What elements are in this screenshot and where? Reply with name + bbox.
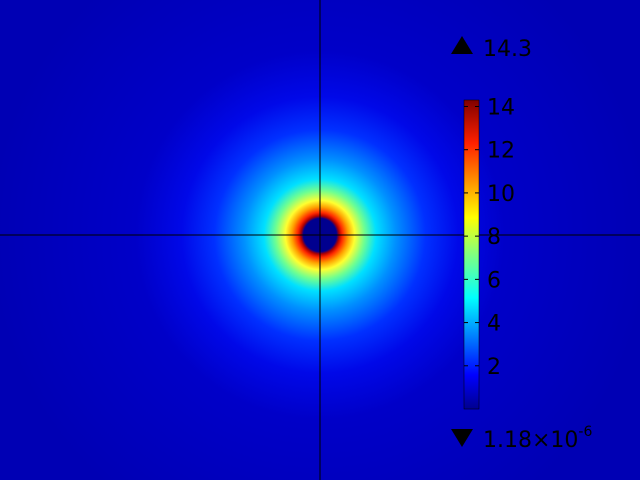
colorbar-tick-label: 8 [487,225,501,250]
colorbar: 2 4 6 8 10 12 14 14.3 1.18×10-6 [451,36,592,453]
min-triangle-icon [451,429,473,447]
colorbar-tick-label: 14 [487,95,515,120]
colorbar-tick-label: 4 [487,312,501,337]
colorbar-tick-label: 10 [487,182,515,207]
colorbar-min-label: 1.18×10-6 [483,424,592,453]
colorbar-tick-label: 12 [487,139,515,164]
colorbar-ticks: 2 4 6 8 10 12 14 [464,95,515,380]
colorbar-gradient [463,99,480,410]
colorbar-min-mantissa: 1.18×10 [483,428,578,453]
colorbar-tick-label: 6 [487,268,501,293]
colorbar-tick-label: 2 [487,355,501,380]
colorbar-min-exponent: -6 [578,424,592,440]
colorbar-max-label: 14.3 [483,37,532,62]
max-triangle-icon [451,36,473,54]
